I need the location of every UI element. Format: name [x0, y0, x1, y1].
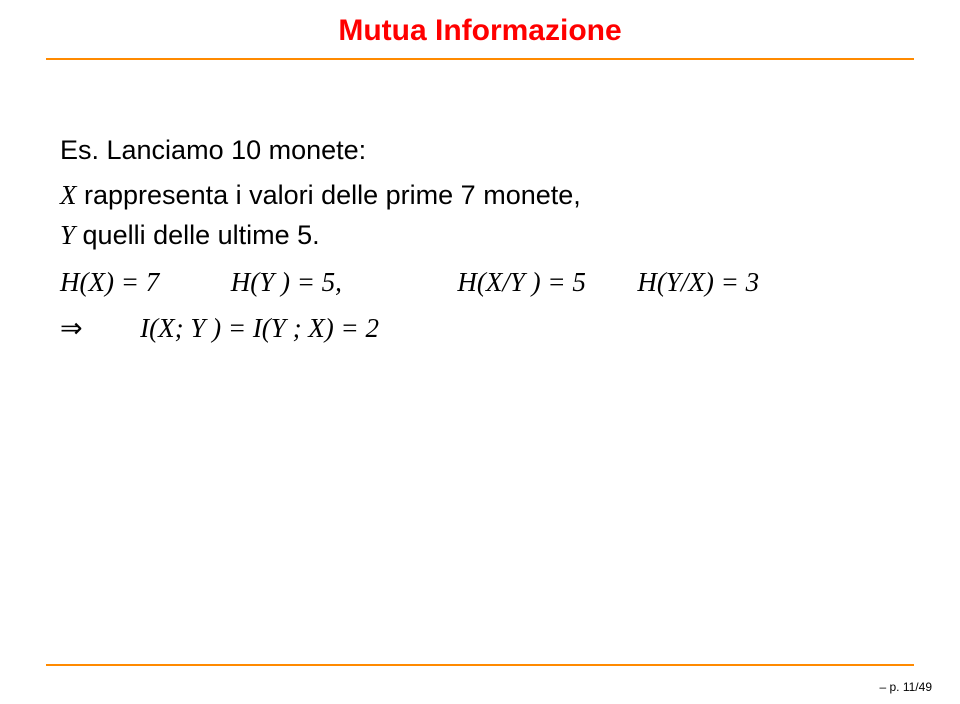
slide-title: Mutua Informazione [338, 14, 621, 47]
eq-hxy: H(X/Y ) = 5 [457, 267, 585, 297]
content: Es. Lanciamo 10 monete: X rappresenta i … [0, 60, 960, 349]
example-line-x: X rappresenta i valori delle prime 7 mon… [60, 175, 900, 216]
var-x: X [60, 180, 77, 210]
example-line-y: Y quelli delle ultime 5. [60, 215, 900, 256]
bottom-rule [46, 664, 914, 666]
eq-ixy: I(X; Y ) = I(Y ; X) = 2 [140, 313, 379, 343]
title-block: Mutua Informazione [0, 0, 960, 48]
example-intro: Es. Lanciamo 10 monete: [60, 130, 900, 171]
example-line-x-text: rappresenta i valori delle prime 7 monet… [77, 180, 581, 210]
equation-row-1: H(X) = 7 H(Y ) = 5, H(X/Y ) = 5 H(Y/X) =… [60, 262, 900, 303]
equation-row-2: ⇒ I(X; Y ) = I(Y ; X) = 2 [60, 308, 900, 349]
slide: Mutua Informazione Es. Lanciamo 10 monet… [0, 0, 960, 704]
var-y: Y [60, 220, 75, 250]
example-line-y-text: quelli delle ultime 5. [75, 220, 320, 250]
arrow: ⇒ [60, 308, 83, 349]
eq-hyx: H(Y/X) = 3 [637, 267, 759, 297]
eq-hx: H(X) = 7 [60, 267, 159, 297]
eq-hy: H(Y ) = 5, [231, 267, 342, 297]
page-number: – p. 11/49 [880, 680, 933, 694]
